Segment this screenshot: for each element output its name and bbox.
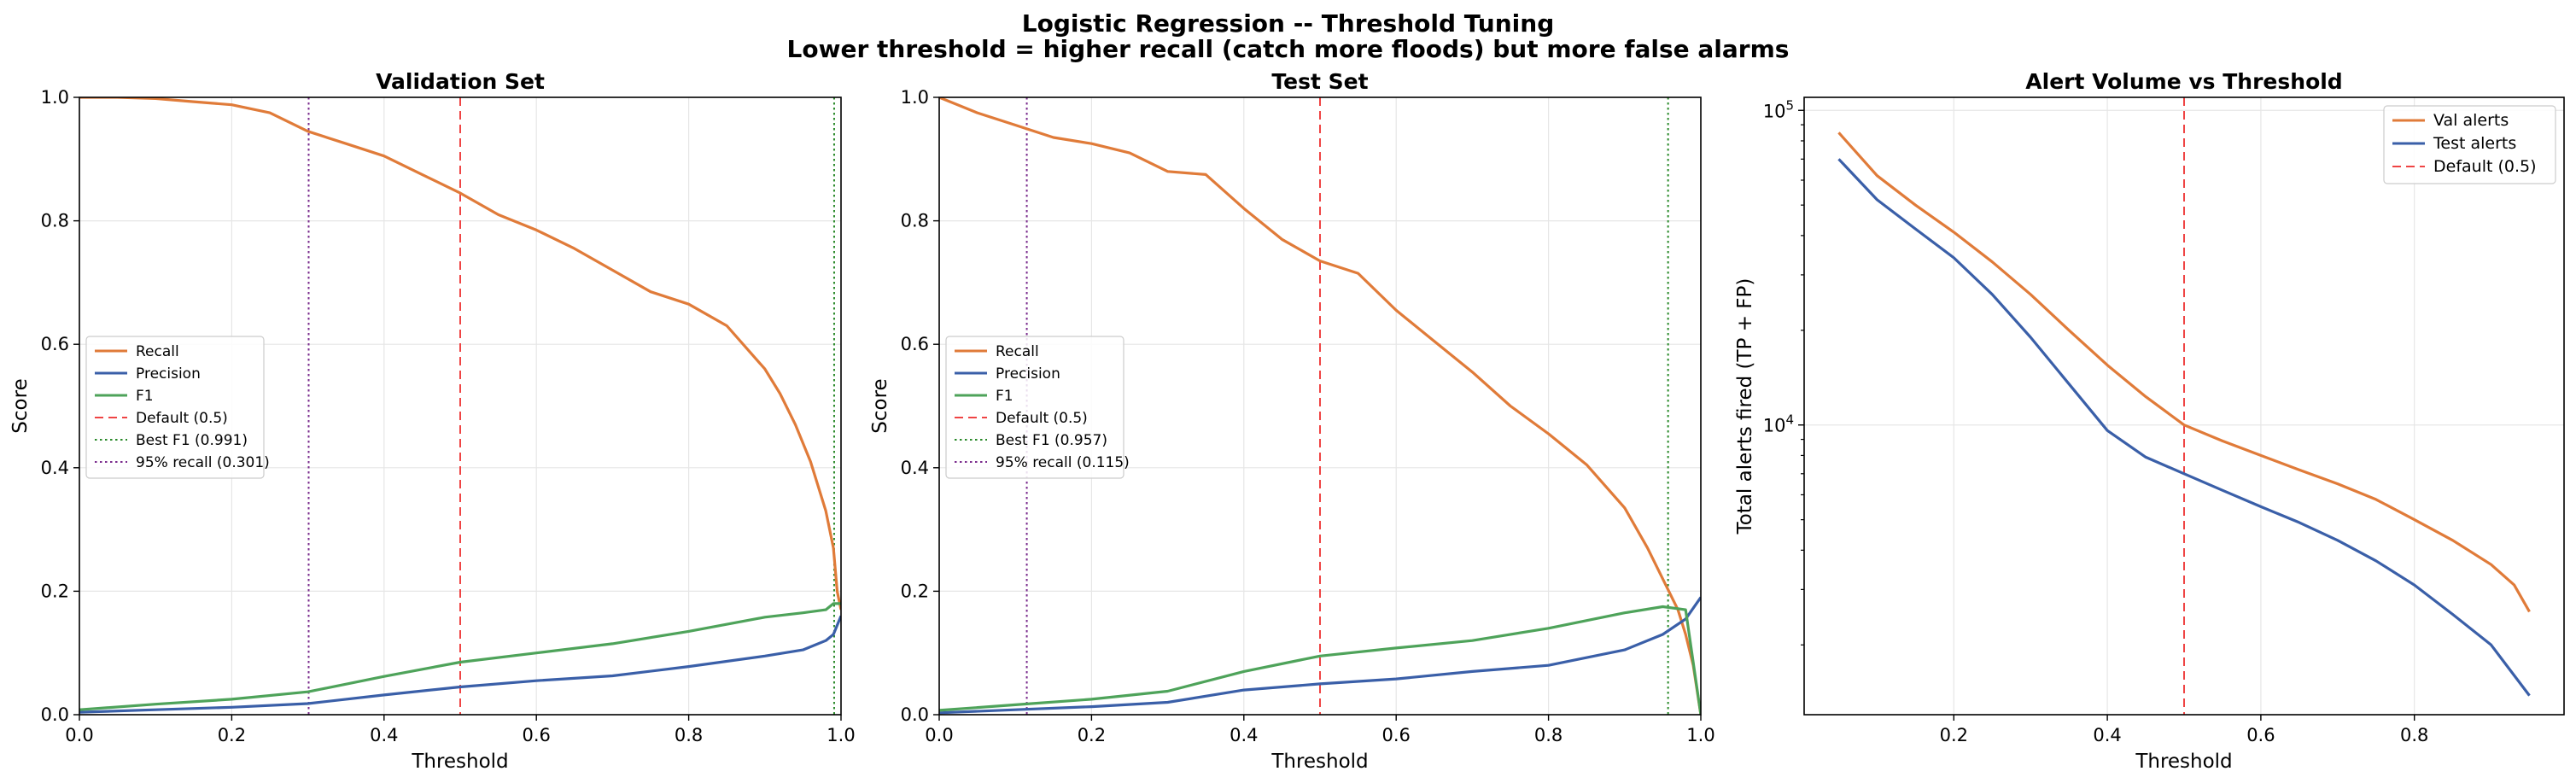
legend-label: Test alerts <box>2433 134 2516 153</box>
y-tick-label: 105 <box>1763 97 1794 121</box>
legend-test: Recall Precision F1 Default (0.5) Best F1 (0… <box>945 336 1130 479</box>
legend-label: Precision <box>136 365 201 383</box>
series-line-f1 <box>79 602 841 711</box>
y-tick-label: 0.0 <box>901 704 929 725</box>
panel-alerts: 0.2 0.4 0.6 0.8 104 105 Alert Volume vs Thresh… <box>1734 69 2565 773</box>
axes-frame <box>938 96 1702 716</box>
x-tick-label: 0.6 <box>2246 725 2275 745</box>
series-line-test-alerts <box>1837 158 2531 697</box>
legend-alerts: Val alerts Test alerts Default (0.5) <box>2383 105 2556 184</box>
y-tick-label: 0.8 <box>901 211 929 231</box>
series-line-val-alerts <box>1837 131 2531 613</box>
x-tick-label: 0.6 <box>1381 725 1410 745</box>
legend-validation: Recall Precision F1 Default (0.5) Best F1 (0… <box>85 336 270 479</box>
series-line-precision <box>79 615 841 714</box>
figure-title-line-1: Logistic Regression -- Threshold Tuning <box>1021 9 1555 38</box>
x-tick-label: 0.8 <box>1534 725 1563 745</box>
legend-box <box>2383 105 2556 184</box>
y-tick-label: 0.4 <box>41 458 69 478</box>
panel-title: Test Set <box>1271 69 1368 94</box>
x-axis-label: Threshold <box>2135 751 2232 773</box>
legend-label: 95% recall (0.301) <box>136 454 270 471</box>
legend-label: Best F1 (0.991) <box>136 432 248 449</box>
legend-label: Precision <box>996 365 1060 383</box>
axes-frame <box>1803 96 2565 716</box>
y-tick-label: 0.4 <box>901 458 929 478</box>
y-tick-label: 0.2 <box>901 581 929 601</box>
x-axis-label: Threshold <box>411 751 508 773</box>
y-tick-label: 0.8 <box>41 211 69 231</box>
x-tick-label: 0.4 <box>2093 725 2121 745</box>
plot-area-validation <box>79 97 841 715</box>
legend-label: Default (0.5) <box>996 410 1088 427</box>
legend-box <box>945 336 1124 479</box>
x-tick-label: 0.8 <box>2400 725 2428 745</box>
x-tick-label: 0.6 <box>522 725 550 745</box>
legend-box <box>85 336 265 479</box>
legend-label: 95% recall (0.115) <box>996 454 1130 471</box>
y-tick-label: 0.0 <box>41 704 69 725</box>
y-tick-label: 1.0 <box>41 87 69 108</box>
x-tick-label: 0.8 <box>675 725 703 745</box>
series-line-f1 <box>939 605 1701 715</box>
x-tick-label: 0.2 <box>1940 725 1968 745</box>
x-tick-label: 0.0 <box>925 725 953 745</box>
x-axis-label: Threshold <box>1270 751 1368 773</box>
series-line-precision <box>939 596 1701 715</box>
panel-title: Validation Set <box>376 69 545 94</box>
y-tick-label: 0.6 <box>901 334 929 354</box>
legend-label: Recall <box>996 343 1039 360</box>
y-tick-label: 104 <box>1763 412 1794 436</box>
figure-title-line-2: Lower threshold = higher recall (catch m… <box>786 35 1790 63</box>
series-line-recall <box>939 97 1701 715</box>
x-tick-label: 1.0 <box>1686 725 1714 745</box>
legend-label: Best F1 (0.957) <box>996 432 1107 449</box>
x-tick-label: 0.0 <box>65 725 93 745</box>
x-tick-label: 0.4 <box>1230 725 1258 745</box>
y-tick-label: 0.2 <box>41 581 69 601</box>
legend-label: F1 <box>996 388 1013 405</box>
legend-label: Recall <box>136 343 179 360</box>
legend-label: Val alerts <box>2433 111 2509 130</box>
y-axis-label: Total alerts fired (TP + FP) <box>1734 278 1756 535</box>
panel-validation: 0.0 0.2 0.4 0.6 0.8 1.0 0.0 0.2 0.4 0.6 0.8 1.0 Vali… <box>9 69 856 773</box>
y-tick-label: 0.6 <box>41 334 69 354</box>
legend-label: Default (0.5) <box>2433 157 2537 176</box>
x-tick-label: 0.4 <box>370 725 398 745</box>
series-line-recall <box>79 97 841 611</box>
plot-area-alerts <box>1837 97 2531 715</box>
legend-label: F1 <box>136 388 154 405</box>
y-axis-label: Score <box>9 378 32 433</box>
y-axis-label: Score <box>869 378 891 433</box>
x-tick-label: 0.2 <box>1078 725 1106 745</box>
y-tick-label: 1.0 <box>901 87 929 108</box>
panel-test: 0.0 0.2 0.4 0.6 0.8 1.0 0.0 0.2 0.4 0.6 0.8 1.0 Test… <box>869 69 1715 773</box>
x-tick-label: 0.2 <box>218 725 246 745</box>
panel-title: Alert Volume vs Threshold <box>2025 69 2342 94</box>
legend-label: Default (0.5) <box>136 410 228 427</box>
x-tick-label: 1.0 <box>827 725 855 745</box>
axes-frame <box>79 96 842 716</box>
